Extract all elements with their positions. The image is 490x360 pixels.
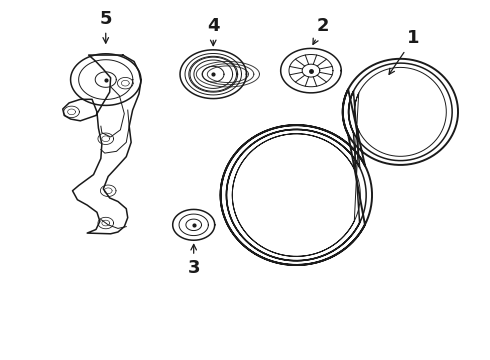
Text: 5: 5 [99,10,112,43]
Text: 1: 1 [389,30,420,75]
Text: 4: 4 [207,17,220,46]
Text: 2: 2 [313,17,329,44]
Text: 3: 3 [188,244,200,277]
